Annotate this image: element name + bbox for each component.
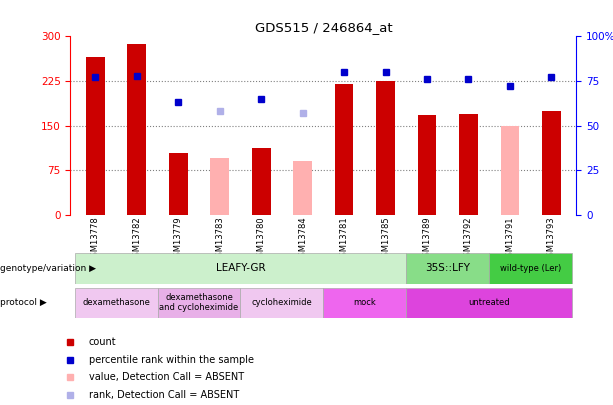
Bar bbox=[158, 288, 240, 318]
Bar bbox=[324, 288, 406, 318]
Text: percentile rank within the sample: percentile rank within the sample bbox=[89, 355, 254, 364]
Bar bbox=[210, 158, 229, 215]
Bar bbox=[240, 288, 324, 318]
Bar bbox=[417, 115, 436, 215]
Bar bbox=[128, 44, 146, 215]
Bar bbox=[86, 57, 105, 215]
Text: value, Detection Call = ABSENT: value, Detection Call = ABSENT bbox=[89, 373, 244, 382]
Bar bbox=[459, 114, 478, 215]
Bar bbox=[376, 81, 395, 215]
Text: dexamethasone
and cycloheximide: dexamethasone and cycloheximide bbox=[159, 293, 238, 312]
Bar bbox=[75, 253, 406, 284]
Bar bbox=[252, 147, 270, 215]
Text: mock: mock bbox=[354, 298, 376, 307]
Text: dexamethasone: dexamethasone bbox=[82, 298, 150, 307]
Title: GDS515 / 246864_at: GDS515 / 246864_at bbox=[254, 21, 392, 34]
Bar bbox=[169, 153, 188, 215]
Text: protocol ▶: protocol ▶ bbox=[0, 298, 47, 307]
Text: genotype/variation ▶: genotype/variation ▶ bbox=[0, 264, 96, 273]
Text: cycloheximide: cycloheximide bbox=[251, 298, 312, 307]
Bar bbox=[406, 253, 489, 284]
Text: untreated: untreated bbox=[468, 298, 510, 307]
Bar bbox=[335, 84, 354, 215]
Bar bbox=[489, 253, 572, 284]
Bar bbox=[501, 126, 519, 215]
Bar bbox=[293, 161, 312, 215]
Text: LEAFY-GR: LEAFY-GR bbox=[216, 263, 265, 273]
Text: wild-type (Ler): wild-type (Ler) bbox=[500, 264, 562, 273]
Bar bbox=[406, 288, 572, 318]
Bar bbox=[75, 288, 158, 318]
Bar bbox=[542, 111, 561, 215]
Text: rank, Detection Call = ABSENT: rank, Detection Call = ABSENT bbox=[89, 390, 239, 400]
Text: 35S::LFY: 35S::LFY bbox=[425, 263, 470, 273]
Text: count: count bbox=[89, 337, 116, 347]
